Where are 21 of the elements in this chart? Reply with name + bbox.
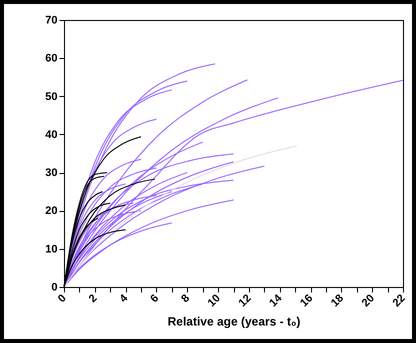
x-tick-label: 4 bbox=[118, 292, 131, 306]
x-tick-label: 18 bbox=[328, 292, 346, 310]
x-tick-label: 22 bbox=[390, 292, 408, 310]
y-tick-label: 70 bbox=[45, 14, 58, 26]
x-tick-label: 6 bbox=[148, 292, 162, 306]
x-tick-label: 16 bbox=[298, 292, 316, 310]
y-tick-label: 0 bbox=[51, 282, 58, 294]
y-tick-label: 10 bbox=[45, 243, 58, 256]
x-tick-label: 12 bbox=[236, 292, 254, 310]
x-tick-label: 14 bbox=[267, 292, 286, 310]
x-tick-label: 2 bbox=[86, 292, 100, 306]
y-tick-label: 30 bbox=[45, 167, 58, 180]
y-tick-label: 20 bbox=[45, 205, 58, 218]
x-tick-label: 8 bbox=[179, 292, 192, 306]
x-tick-label: 10 bbox=[206, 292, 223, 310]
y-tick-label: 50 bbox=[45, 90, 58, 103]
x-tick-label: 0 bbox=[56, 292, 69, 306]
x-axis-title: Relative age (years - t₀) bbox=[168, 314, 300, 329]
x-tick-label: 20 bbox=[360, 292, 377, 310]
y-tick-label: 60 bbox=[45, 52, 58, 65]
y-tick-label: 40 bbox=[45, 128, 58, 141]
